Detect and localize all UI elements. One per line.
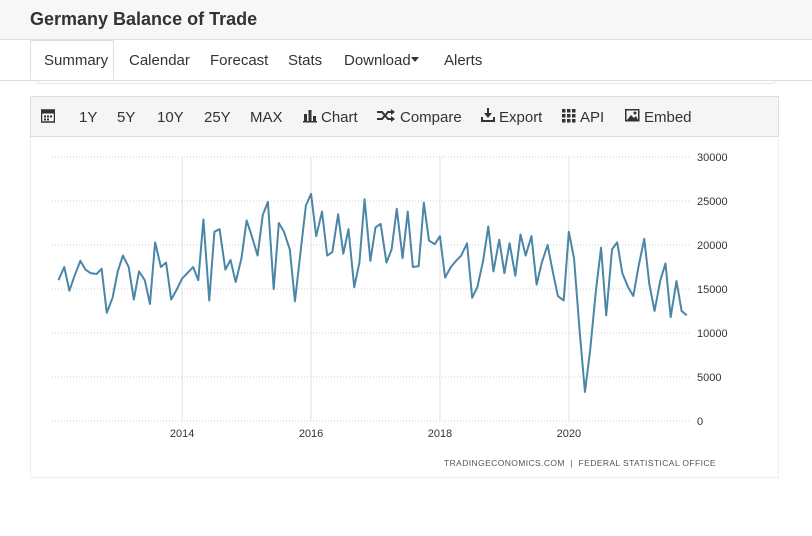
data-line bbox=[57, 192, 688, 393]
y-tick-label: 5000 bbox=[697, 372, 721, 384]
api-icon bbox=[562, 109, 576, 123]
sub-panel-edge bbox=[36, 80, 776, 84]
export-icon bbox=[481, 108, 495, 122]
compare-icon bbox=[377, 109, 395, 122]
calendar-icon[interactable] bbox=[41, 108, 55, 123]
chart-icon bbox=[303, 110, 317, 123]
range-button[interactable]: 10Y bbox=[157, 109, 184, 126]
range-button[interactable]: 25Y bbox=[204, 109, 231, 126]
y-tick-label: 15000 bbox=[697, 284, 728, 296]
embed-icon bbox=[625, 109, 640, 122]
active-tab[interactable] bbox=[30, 40, 114, 80]
caret bbox=[411, 57, 419, 62]
tab[interactable]: Forecast bbox=[210, 52, 269, 69]
y-tick-label: 0 bbox=[697, 416, 703, 428]
y-tick-label: 30000 bbox=[697, 152, 728, 164]
page-title: Germany Balance of Trade bbox=[30, 9, 258, 29]
chart-button[interactable]: Chart bbox=[321, 109, 358, 126]
x-tick-label: 2014 bbox=[170, 428, 194, 440]
compare-button[interactable]: Compare bbox=[400, 109, 462, 126]
x-tick-label: 2016 bbox=[299, 428, 323, 440]
tab-bar bbox=[0, 40, 812, 81]
tab[interactable]: Calendar bbox=[129, 52, 190, 69]
y-tick-label: 25000 bbox=[697, 196, 728, 208]
top-bar bbox=[0, 0, 812, 40]
chart-panel bbox=[30, 137, 779, 478]
tab[interactable]: Download bbox=[344, 52, 411, 69]
api-button[interactable]: API bbox=[580, 109, 605, 126]
chart: TRADINGECONOMICS.COM | FEDERAL STATISTIC… bbox=[52, 152, 728, 468]
y-tick-label: 10000 bbox=[697, 328, 728, 340]
range-button[interactable]: 5Y bbox=[117, 109, 136, 126]
source-note: TRADINGECONOMICS.COM | FEDERAL STATISTIC… bbox=[444, 458, 716, 468]
y-tick-label: 20000 bbox=[697, 240, 728, 252]
toolbar bbox=[30, 96, 779, 137]
tab[interactable]: Alerts bbox=[444, 52, 483, 69]
export-button[interactable]: Export bbox=[499, 109, 543, 126]
x-tick-label: 2020 bbox=[557, 428, 581, 440]
range-button[interactable]: MAX bbox=[250, 109, 283, 126]
tab[interactable]: Summary bbox=[44, 52, 109, 69]
embed-button[interactable]: Embed bbox=[644, 109, 692, 126]
range-button[interactable]: 1Y bbox=[79, 109, 98, 126]
x-tick-label: 2018 bbox=[428, 428, 452, 440]
tab[interactable]: Stats bbox=[288, 52, 323, 69]
